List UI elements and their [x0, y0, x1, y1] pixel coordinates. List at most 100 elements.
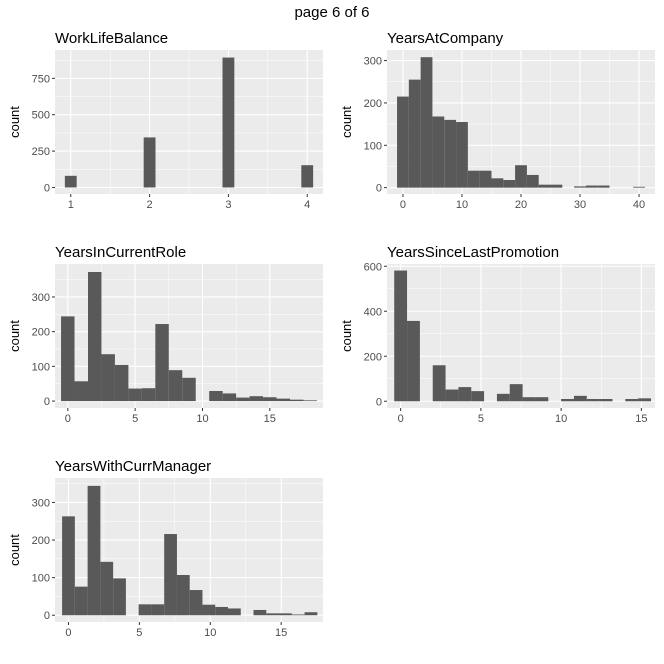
- y-axis-label: count: [339, 106, 354, 138]
- histogram-bar: [74, 586, 88, 616]
- panel-yearsincurrentrole: 0 5 10 15 0 100 200 300 YearsInCurrentRole count: [0, 236, 332, 450]
- y-tick-label: 300: [32, 292, 50, 304]
- histogram-bar: [74, 381, 88, 402]
- chart-title: YearsAtCompany: [387, 30, 504, 47]
- x-tick-label: 2: [147, 199, 153, 211]
- y-tick-label: 0: [376, 396, 382, 408]
- histogram-bar: [538, 184, 551, 188]
- x-tick-label: 3: [225, 199, 231, 211]
- histogram-bar: [407, 320, 420, 402]
- y-tick-label: 200: [32, 535, 50, 547]
- histogram-bar: [263, 397, 277, 402]
- chart-worklifebalance: 1 2 3 4 0 250 500 750 WorkLifeBalance count: [7, 30, 323, 211]
- y-tick-label: 100: [32, 573, 50, 585]
- y-tick-label: 300: [364, 56, 382, 68]
- chart-yearsincurrentrole: 0 5 10 15 0 100 200 300 YearsInCurrentRole count: [7, 244, 323, 425]
- histogram-bar: [458, 387, 472, 402]
- x-tick-label: 0: [65, 627, 71, 639]
- histogram-bar: [87, 485, 101, 616]
- x-tick-label: 10: [204, 627, 216, 639]
- x-tick-label: 40: [633, 199, 645, 211]
- histogram-bar: [291, 614, 305, 616]
- x-tick-label: 15: [275, 627, 287, 639]
- histogram-bar: [304, 612, 318, 616]
- histogram-bar: [515, 165, 527, 188]
- y-tick-label: 300: [32, 497, 50, 509]
- histogram-bar: [432, 365, 446, 402]
- x-tick-label: 20: [515, 199, 527, 211]
- histogram-bar: [574, 186, 586, 188]
- histogram-bar: [176, 575, 190, 616]
- histogram-bar: [227, 608, 241, 616]
- histogram-bar: [599, 399, 613, 402]
- histogram-bar: [522, 397, 536, 402]
- histogram-bar: [397, 96, 409, 188]
- histogram-bar: [164, 534, 177, 616]
- x-tick-label: 0: [400, 199, 406, 211]
- histogram-bar: [141, 388, 156, 402]
- histogram-bar: [64, 175, 77, 188]
- histogram-bar: [479, 170, 492, 188]
- histogram-bar: [432, 116, 445, 188]
- histogram-bar: [573, 395, 587, 402]
- histogram-bar: [182, 377, 196, 402]
- histogram-bar: [456, 122, 468, 188]
- histogram-bar: [279, 613, 292, 616]
- y-tick-label: 600: [364, 261, 382, 273]
- panel-yearswithcurrmanager: 0 5 10 15 0 100 200 300 YearsWithCurrManager coun…: [0, 450, 332, 664]
- y-tick-label: 200: [364, 351, 382, 363]
- y-tick-label: 500: [32, 110, 50, 122]
- histogram-bar: [209, 390, 223, 402]
- y-axis-label: count: [7, 106, 22, 138]
- x-tick-label: 0: [398, 413, 404, 425]
- x-tick-label: 1: [68, 199, 74, 211]
- x-tick-label: 4: [304, 199, 310, 211]
- y-tick-label: 0: [44, 396, 50, 408]
- histogram-bar: [61, 316, 75, 402]
- chart-yearswithcurrmanager: 0 5 10 15 0 100 200 300 YearsWithCurrManager coun…: [7, 458, 323, 639]
- x-tick-label: 10: [456, 199, 468, 211]
- histogram-bar: [266, 613, 280, 616]
- x-tick-label: 10: [555, 413, 567, 425]
- histogram-bar: [394, 270, 408, 402]
- chart-yearsatcompany: 0 10 20 30 40 0 100 200 300 YearsAtCompany count: [339, 30, 655, 211]
- y-tick-label: 0: [376, 183, 382, 195]
- histogram-bar: [151, 604, 165, 616]
- chart-title: YearsSinceLastPromotion: [387, 244, 559, 261]
- histogram-bar: [535, 397, 549, 402]
- histogram-bar: [496, 393, 510, 402]
- y-tick-label: 750: [32, 73, 50, 85]
- histogram-bar: [633, 186, 645, 188]
- histogram-bar: [303, 400, 317, 402]
- y-tick-label: 0: [44, 610, 50, 622]
- histogram-bar: [114, 364, 129, 402]
- histogram-bar: [276, 398, 291, 402]
- y-tick-label: 400: [364, 306, 382, 318]
- histogram-bar: [138, 604, 152, 616]
- y-tick-label: 100: [32, 361, 50, 373]
- histogram-bar: [467, 170, 480, 188]
- x-tick-label: 5: [478, 413, 484, 425]
- histogram-bar: [526, 174, 539, 188]
- histogram-bar: [503, 180, 516, 188]
- x-tick-label: 15: [635, 413, 647, 425]
- histogram-bar: [301, 165, 314, 188]
- y-tick-label: 200: [32, 327, 50, 339]
- histogram-bar: [561, 399, 574, 402]
- chart-title: YearsInCurrentRole: [55, 244, 186, 261]
- chart-title: YearsWithCurrManager: [55, 458, 211, 475]
- x-tick-label: 5: [136, 627, 142, 639]
- histogram-bar: [222, 57, 235, 188]
- histogram-bar: [625, 399, 639, 402]
- histogram-bar: [215, 606, 228, 616]
- panel-worklifebalance: 1 2 3 4 0 250 500 750 WorkLifeBalance count: [0, 22, 332, 236]
- histogram-bar: [101, 354, 115, 402]
- histogram-bar: [597, 185, 610, 188]
- histogram-bar: [202, 604, 216, 616]
- histogram-bar: [253, 609, 267, 616]
- histogram-bar: [290, 399, 304, 402]
- histogram-bar: [222, 393, 237, 402]
- histogram-bar: [509, 384, 523, 402]
- panel-yearssincelastpromotion: 0 5 10 15 0 200 400 600 YearsSinceLastPromotion c…: [332, 236, 664, 450]
- y-tick-label: 200: [364, 98, 382, 110]
